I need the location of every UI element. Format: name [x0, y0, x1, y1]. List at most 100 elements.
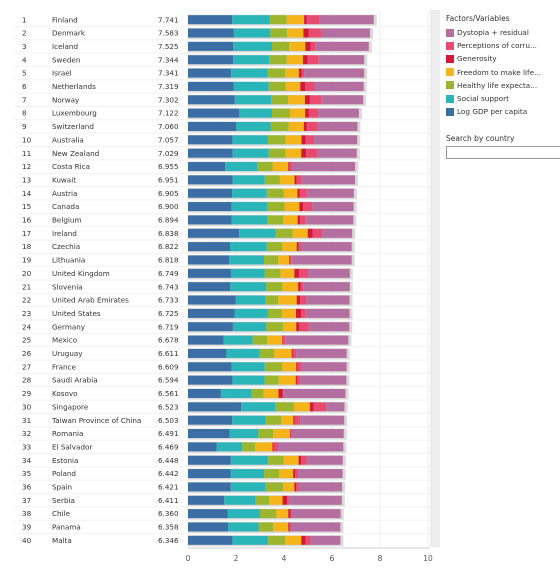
table-row[interactable]: 31 Taiwan Province of China 6.503 [22, 415, 348, 427]
bar-segment[interactable] [264, 175, 280, 185]
bar-segment[interactable] [275, 228, 293, 238]
bar-segment[interactable] [292, 348, 297, 358]
bar-segment[interactable] [281, 308, 296, 318]
bar-segment[interactable] [188, 148, 233, 158]
bar-segment[interactable] [312, 228, 323, 238]
bar-segment[interactable] [188, 175, 233, 185]
bar-segment[interactable] [232, 188, 267, 198]
table-row[interactable]: 2 Denmark 7.583 [22, 28, 373, 40]
bar-segment[interactable] [286, 55, 303, 65]
bar-segment[interactable] [231, 215, 267, 225]
bar-segment[interactable] [290, 429, 292, 439]
bar-segment[interactable] [188, 215, 232, 225]
bar-segment[interactable] [188, 535, 233, 545]
bar-segment[interactable] [300, 375, 347, 385]
bar-segment[interactable] [294, 415, 301, 425]
bar-segment[interactable] [282, 335, 283, 345]
bar-segment[interactable] [283, 188, 298, 198]
bar-segment[interactable] [264, 375, 279, 385]
bar-segment[interactable] [188, 108, 240, 118]
bar-segment[interactable] [231, 202, 267, 212]
bar-segment[interactable] [289, 162, 292, 172]
bar-segment[interactable] [305, 135, 314, 145]
bar-segment[interactable] [288, 495, 342, 505]
bar-segment[interactable] [326, 402, 345, 412]
table-row[interactable]: 18 Czechia 6.822 [22, 241, 355, 253]
bar-segment[interactable] [309, 95, 322, 105]
bar-segment[interactable] [318, 108, 359, 118]
bar-segment[interactable] [188, 455, 231, 465]
bar-segment[interactable] [317, 121, 358, 131]
bar-segment[interactable] [229, 429, 259, 439]
bar-segment[interactable] [293, 415, 295, 425]
bar-segment[interactable] [307, 228, 313, 238]
bar-segment[interactable] [188, 402, 242, 412]
bar-segment[interactable] [232, 148, 269, 158]
bar-segment[interactable] [268, 81, 286, 91]
bar-segment[interactable] [188, 482, 231, 492]
bar-segment[interactable] [314, 81, 364, 91]
bar-segment[interactable] [283, 455, 299, 465]
bar-segment[interactable] [216, 442, 243, 452]
bar-segment[interactable] [288, 121, 304, 131]
bar-segment[interactable] [230, 482, 266, 492]
bar-segment[interactable] [283, 215, 298, 225]
bar-segment[interactable] [305, 308, 350, 318]
table-row[interactable]: 16 Belgium 6.894 [22, 214, 357, 226]
table-row[interactable]: 10 Australia 7.057 [22, 134, 361, 146]
bar-segment[interactable] [281, 415, 294, 425]
bar-segment[interactable] [314, 135, 358, 145]
table-row[interactable]: 28 Saudi Arabia 6.594 [22, 375, 350, 387]
bar-segment[interactable] [294, 402, 310, 412]
legend-item-dystopia[interactable]: Dystopia + residual [446, 26, 558, 39]
bar-segment[interactable] [239, 228, 276, 238]
bar-segment[interactable] [300, 242, 352, 252]
bar-segment[interactable] [306, 188, 354, 198]
bar-segment[interactable] [268, 535, 285, 545]
table-row[interactable]: 22 United Arab Emirates 6.733 [22, 295, 353, 307]
bar-segment[interactable] [305, 215, 354, 225]
bar-segment[interactable] [290, 509, 292, 519]
legend-item-generosity[interactable]: Generosity [446, 52, 558, 65]
bar-segment[interactable] [227, 509, 260, 519]
bar-segment[interactable] [254, 442, 273, 452]
bar-segment[interactable] [232, 322, 267, 332]
bar-segment[interactable] [225, 162, 258, 172]
bar-segment[interactable] [301, 308, 306, 318]
bar-segment[interactable] [304, 15, 307, 25]
table-row[interactable]: 32 Romania 6.491 [22, 428, 347, 440]
bar-segment[interactable] [285, 68, 299, 78]
bar-segment[interactable] [295, 375, 297, 385]
bar-segment[interactable] [233, 55, 270, 65]
bar-segment[interactable] [289, 255, 290, 265]
bar-segment[interactable] [282, 282, 299, 292]
bar-segment[interactable] [228, 522, 259, 532]
bar-segment[interactable] [313, 402, 327, 412]
bar-segment[interactable] [188, 322, 233, 332]
bar-segment[interactable] [293, 469, 296, 479]
bar-segment[interactable] [264, 268, 281, 278]
bar-segment[interactable] [274, 348, 292, 358]
bar-segment[interactable] [188, 202, 232, 212]
bar-segment[interactable] [188, 375, 233, 385]
legend-item-perceptions-of-corruption[interactable]: Perceptions of corru... [446, 39, 558, 52]
bar-segment[interactable] [297, 215, 301, 225]
bar-segment[interactable] [301, 175, 356, 185]
bar-segment[interactable] [188, 282, 231, 292]
bar-segment[interactable] [285, 335, 349, 345]
table-row[interactable]: 34 Estonia 6.448 [22, 455, 346, 467]
bar-segment[interactable] [289, 41, 306, 51]
table-row[interactable]: 30 Singapore 6.523 [22, 401, 348, 413]
bar-segment[interactable] [288, 162, 290, 172]
bar-segment[interactable] [188, 362, 232, 372]
bar-segment[interactable] [266, 282, 283, 292]
bar-segment[interactable] [284, 535, 302, 545]
bar-segment[interactable] [223, 335, 253, 345]
bar-segment[interactable] [297, 362, 302, 372]
bar-segment[interactable] [267, 308, 282, 318]
table-row[interactable]: 13 Kuwait 6.951 [22, 174, 359, 186]
table-row[interactable]: 39 Panama 6.358 [22, 521, 344, 533]
bar-segment[interactable] [301, 455, 307, 465]
bar-segment[interactable] [285, 148, 302, 158]
bar-segment[interactable] [322, 228, 353, 238]
